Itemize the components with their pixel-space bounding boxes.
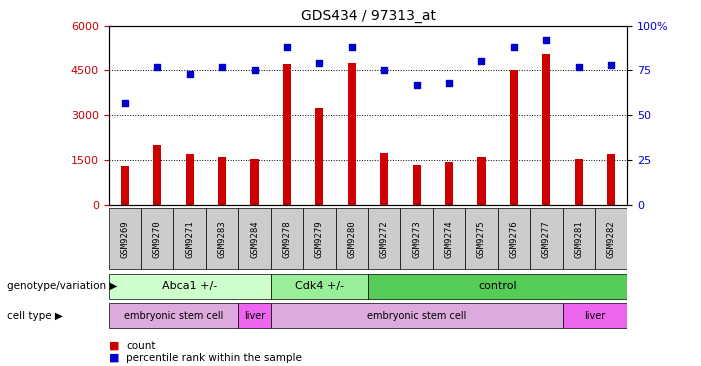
Point xyxy=(476,59,487,64)
FancyBboxPatch shape xyxy=(271,208,303,269)
FancyBboxPatch shape xyxy=(238,303,271,328)
Bar xyxy=(218,157,226,205)
Text: Abca1 +/-: Abca1 +/- xyxy=(162,281,217,291)
FancyBboxPatch shape xyxy=(109,274,271,299)
FancyBboxPatch shape xyxy=(595,208,627,269)
FancyBboxPatch shape xyxy=(368,208,400,269)
Bar xyxy=(413,165,421,205)
Point xyxy=(573,64,585,70)
Text: liver: liver xyxy=(585,311,606,321)
Bar xyxy=(607,154,615,205)
Point xyxy=(249,68,260,74)
FancyBboxPatch shape xyxy=(206,208,238,269)
FancyBboxPatch shape xyxy=(562,208,595,269)
FancyBboxPatch shape xyxy=(238,208,271,269)
Text: GSM9281: GSM9281 xyxy=(574,220,583,258)
Bar xyxy=(575,158,583,205)
Text: GSM9277: GSM9277 xyxy=(542,220,551,258)
Point xyxy=(346,44,358,50)
Text: GSM9275: GSM9275 xyxy=(477,220,486,258)
Text: control: control xyxy=(478,281,517,291)
Point xyxy=(444,80,455,86)
Text: count: count xyxy=(126,341,156,351)
FancyBboxPatch shape xyxy=(433,208,465,269)
Point xyxy=(606,62,617,68)
FancyBboxPatch shape xyxy=(562,303,627,328)
Bar xyxy=(186,154,193,205)
Text: Cdk4 +/-: Cdk4 +/- xyxy=(295,281,344,291)
Text: GSM9274: GSM9274 xyxy=(444,220,454,258)
Point xyxy=(540,37,552,43)
FancyBboxPatch shape xyxy=(336,208,368,269)
Bar xyxy=(348,63,356,205)
Bar xyxy=(315,108,323,205)
Text: GSM9279: GSM9279 xyxy=(315,220,324,258)
Point xyxy=(379,68,390,74)
Point xyxy=(411,82,422,88)
Bar xyxy=(250,158,259,205)
Bar xyxy=(477,157,486,205)
FancyBboxPatch shape xyxy=(109,208,141,269)
FancyBboxPatch shape xyxy=(141,208,174,269)
FancyBboxPatch shape xyxy=(465,208,498,269)
Point xyxy=(217,64,228,70)
Text: ■: ■ xyxy=(109,341,119,351)
Text: GSM9272: GSM9272 xyxy=(380,220,389,258)
Text: GSM9278: GSM9278 xyxy=(283,220,292,258)
Text: genotype/variation ▶: genotype/variation ▶ xyxy=(7,281,117,291)
Bar xyxy=(445,162,453,205)
Point xyxy=(119,100,130,106)
Text: GSM9276: GSM9276 xyxy=(510,220,519,258)
Title: GDS434 / 97313_at: GDS434 / 97313_at xyxy=(301,9,435,23)
FancyBboxPatch shape xyxy=(400,208,433,269)
Bar xyxy=(510,71,518,205)
Point xyxy=(281,44,292,50)
FancyBboxPatch shape xyxy=(109,303,238,328)
Bar xyxy=(543,54,550,205)
Text: GSM9271: GSM9271 xyxy=(185,220,194,258)
Point xyxy=(314,60,325,66)
Bar xyxy=(283,64,291,205)
Text: embryonic stem cell: embryonic stem cell xyxy=(124,311,223,321)
Bar xyxy=(154,145,161,205)
FancyBboxPatch shape xyxy=(271,303,562,328)
Text: GSM9282: GSM9282 xyxy=(606,220,615,258)
Text: percentile rank within the sample: percentile rank within the sample xyxy=(126,353,302,363)
Text: embryonic stem cell: embryonic stem cell xyxy=(367,311,466,321)
FancyBboxPatch shape xyxy=(303,208,336,269)
Bar xyxy=(121,166,129,205)
Text: cell type ▶: cell type ▶ xyxy=(7,311,63,321)
FancyBboxPatch shape xyxy=(368,274,627,299)
Text: GSM9270: GSM9270 xyxy=(153,220,162,258)
Point xyxy=(151,64,163,70)
Point xyxy=(184,71,196,77)
FancyBboxPatch shape xyxy=(174,208,206,269)
Text: ■: ■ xyxy=(109,353,119,363)
Text: GSM9283: GSM9283 xyxy=(217,220,226,258)
FancyBboxPatch shape xyxy=(271,274,368,299)
Point xyxy=(508,44,519,50)
FancyBboxPatch shape xyxy=(530,208,562,269)
FancyBboxPatch shape xyxy=(498,208,530,269)
Text: liver: liver xyxy=(244,311,265,321)
Bar xyxy=(380,153,388,205)
Text: GSM9280: GSM9280 xyxy=(347,220,356,258)
Text: GSM9284: GSM9284 xyxy=(250,220,259,258)
Text: GSM9269: GSM9269 xyxy=(121,220,130,258)
Text: GSM9273: GSM9273 xyxy=(412,220,421,258)
